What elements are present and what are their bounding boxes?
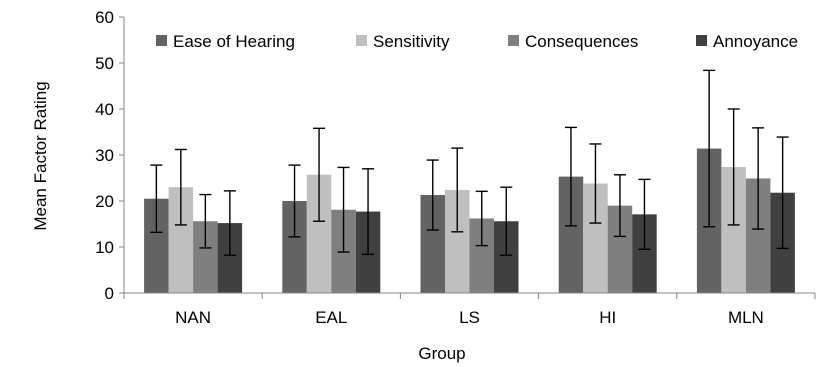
x-tick-label: EAL — [315, 308, 347, 327]
legend-swatch — [508, 35, 519, 46]
y-axis-title: Mean Factor Rating — [31, 81, 50, 230]
legend-swatch — [356, 35, 367, 46]
x-tick-label: HI — [599, 308, 616, 327]
legend-label: Sensitivity — [373, 32, 450, 51]
y-tick-label: 0 — [105, 284, 114, 303]
y-tick-label: 10 — [95, 238, 114, 257]
legend-label: Annoyance — [713, 32, 798, 51]
y-tick-label: 30 — [95, 146, 114, 165]
y-tick-label: 50 — [95, 54, 114, 73]
x-tick-label: LS — [459, 308, 480, 327]
legend-swatch — [156, 35, 167, 46]
bars-layer — [144, 148, 795, 293]
y-tick-label: 60 — [95, 8, 114, 27]
x-axis-title: Group — [418, 344, 465, 363]
legend: Ease of Hearing Sensitivity Consequences An… — [156, 32, 798, 51]
legend-swatch — [696, 35, 707, 46]
legend-label: Consequences — [525, 32, 638, 51]
x-tick-label: NAN — [175, 308, 211, 327]
y-tick-label: 20 — [95, 192, 114, 211]
legend-label: Ease of Hearing — [173, 32, 295, 51]
axes-layer: 0 10 20 30 40 50 60 NAN EAL LS HI MLN — [95, 8, 816, 327]
x-tick-label: MLN — [728, 308, 764, 327]
error-bars-layer — [150, 69, 789, 256]
y-tick-label: 40 — [95, 100, 114, 119]
